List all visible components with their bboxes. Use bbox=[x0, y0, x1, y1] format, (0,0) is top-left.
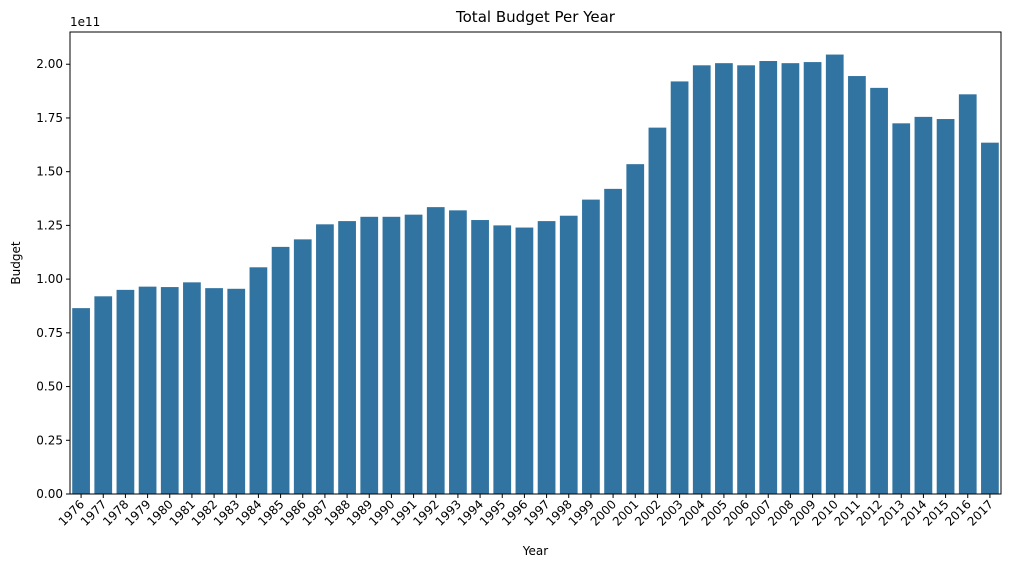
x-axis-ticks: 1976197719781979198019811982198319841985… bbox=[56, 494, 996, 529]
bar-1996 bbox=[515, 227, 534, 494]
bar-1993 bbox=[449, 210, 467, 494]
y-tick-label: 0.00 bbox=[36, 487, 63, 501]
bar-2009 bbox=[803, 62, 822, 495]
bar-1995 bbox=[493, 225, 512, 494]
bar-2017 bbox=[981, 142, 999, 495]
bar-2002 bbox=[648, 127, 667, 494]
y-tick-label: 0.75 bbox=[36, 326, 63, 340]
bar-1998 bbox=[559, 215, 578, 494]
y-axis-label: Budget bbox=[9, 241, 23, 284]
bars-group bbox=[72, 54, 999, 495]
bar-1997 bbox=[537, 221, 556, 495]
y-tick-label: 0.25 bbox=[36, 433, 63, 447]
y-tick-label: 1.50 bbox=[36, 165, 63, 179]
bar-1976 bbox=[72, 308, 90, 494]
bar-1986 bbox=[293, 239, 312, 494]
bar-1977 bbox=[94, 296, 113, 494]
bar-2015 bbox=[936, 119, 955, 495]
bar-2007 bbox=[759, 61, 778, 494]
bar-2014 bbox=[914, 116, 933, 495]
bar-1990 bbox=[382, 216, 401, 495]
bar-1989 bbox=[360, 216, 379, 495]
bar-1982 bbox=[205, 288, 223, 494]
chart-title: Total Budget Per Year bbox=[455, 8, 616, 26]
bar-1979 bbox=[138, 286, 157, 494]
y-tick-label: 2.00 bbox=[36, 57, 63, 71]
bar-1994 bbox=[471, 220, 489, 494]
bar-1991 bbox=[404, 214, 423, 494]
y-axis-ticks: 0.00 0.25 0.50 0.75 1.00 1.25 1.50 1.75 2.00 bbox=[36, 57, 70, 501]
plot-frame bbox=[69, 31, 1002, 495]
bar-2006 bbox=[737, 65, 755, 494]
bar-2011 bbox=[848, 76, 866, 495]
bar-1985 bbox=[271, 246, 290, 494]
bar-2012 bbox=[870, 87, 888, 495]
bar-2005 bbox=[715, 63, 733, 494]
bar-1983 bbox=[227, 288, 246, 494]
bar-1988 bbox=[338, 221, 356, 495]
x-tick-label: 2017 bbox=[965, 497, 996, 528]
y-tick-label: 1.25 bbox=[36, 218, 63, 232]
bar-2001 bbox=[626, 164, 645, 494]
bar-2016 bbox=[958, 94, 977, 494]
bar-1992 bbox=[426, 207, 445, 494]
bar-2003 bbox=[670, 81, 689, 495]
bar-1981 bbox=[183, 282, 201, 494]
bar-1978 bbox=[116, 289, 135, 494]
bar-2008 bbox=[781, 63, 800, 494]
bar-1999 bbox=[582, 199, 600, 494]
bar-1987 bbox=[316, 224, 334, 494]
y-tick-label: 0.50 bbox=[36, 380, 63, 394]
y-tick-label: 1.00 bbox=[36, 272, 63, 286]
bar-2010 bbox=[825, 54, 844, 494]
bar-1980 bbox=[160, 287, 179, 494]
bar-1984 bbox=[249, 267, 268, 494]
bar-2004 bbox=[692, 65, 711, 494]
bar-2013 bbox=[892, 123, 911, 494]
y-tick-label: 1.75 bbox=[36, 111, 63, 125]
y-axis-offset-label: 1e11 bbox=[70, 15, 100, 29]
x-axis-label: Year bbox=[522, 544, 548, 558]
bar-2000 bbox=[604, 188, 622, 494]
